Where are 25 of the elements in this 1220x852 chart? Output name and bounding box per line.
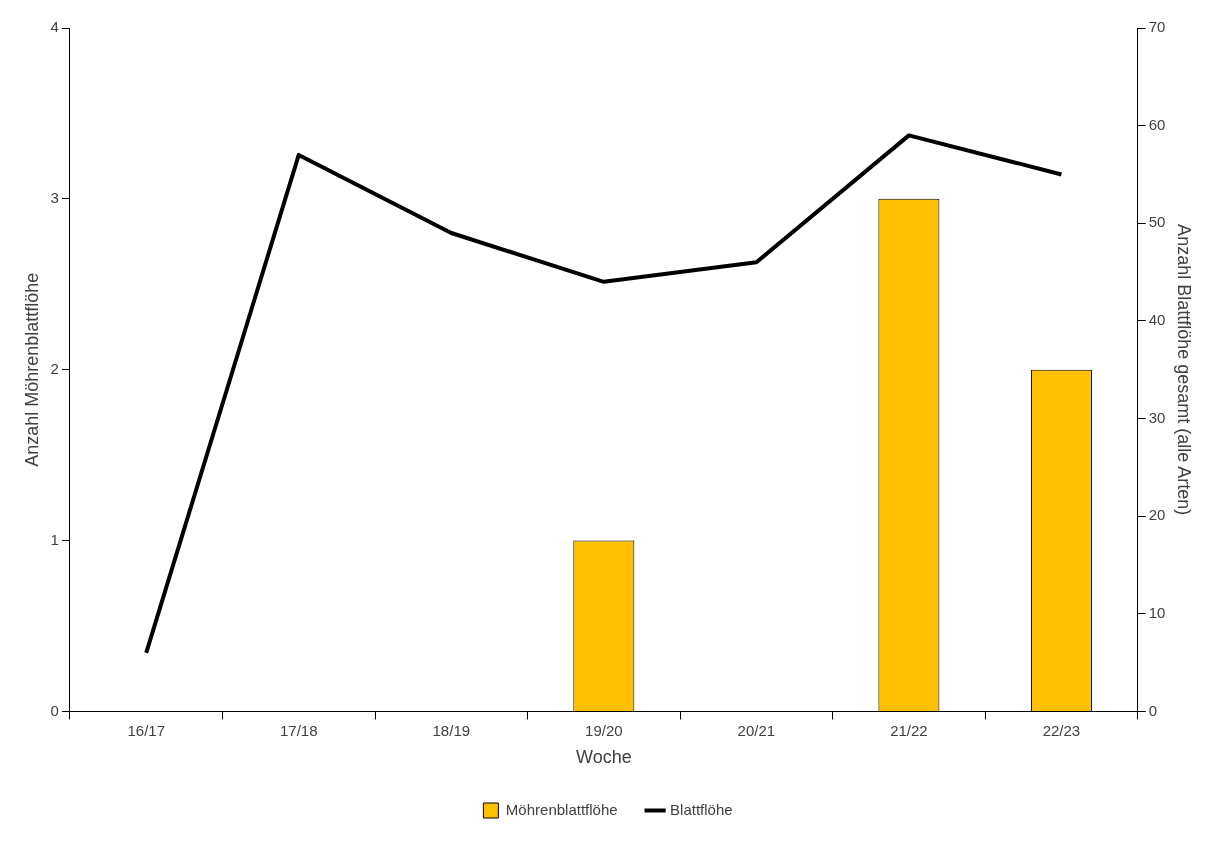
x-axis-title: Woche [575,747,632,768]
y2-tick-label: 0 [1148,701,1158,719]
y-axis-title: Anzahl Möhrenblattflöhe [21,272,42,467]
y2-tick-label: 70 [1148,18,1166,36]
x-tick-label: 16/17 [127,721,165,739]
y2-tick-label: 60 [1148,115,1166,133]
y2-axis-title: Anzahl Blattflöhe gesamt (alle Arten) [1174,224,1195,516]
x-tick-label: 22/23 [1042,721,1081,739]
y2-tick-label: 20 [1148,506,1166,524]
legend-label: Möhrenblattflöhe [505,800,618,818]
y2-tick-label: 50 [1148,213,1166,231]
y-tick-label: 1 [50,530,59,548]
y2-tick-label: 10 [1148,603,1166,621]
x-tick-label: 20/21 [737,721,776,739]
y2-tick-label: 40 [1148,311,1166,329]
y-tick-label: 4 [50,18,59,36]
x-tick-label: 18/19 [432,721,471,739]
x-tick-label: 17/18 [279,721,318,739]
y2-tick-label: 30 [1148,408,1166,426]
y-tick-label: 0 [50,701,59,719]
x-tick-label: 19/20 [585,721,623,739]
y-tick-label: 2 [50,359,59,377]
y-tick-label: 3 [50,188,59,206]
x-tick-label: 21/22 [890,721,928,739]
legend-label: Blattflöhe [670,800,733,818]
